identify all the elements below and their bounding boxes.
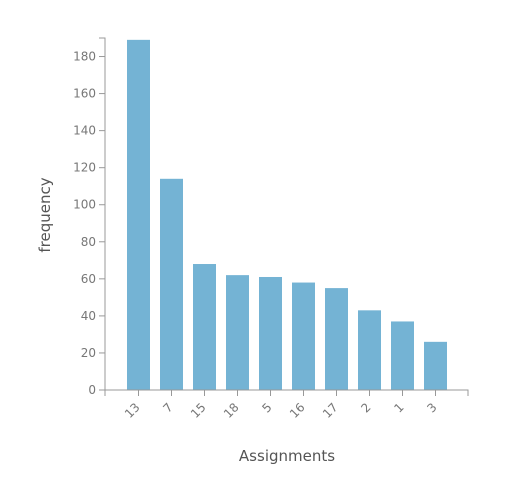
bar-2	[358, 310, 381, 390]
bar-3	[424, 341, 447, 390]
x-tick-label-3: 3	[424, 400, 439, 415]
y-tick-label-100: 100	[73, 198, 96, 212]
y-tick-label-120: 120	[73, 161, 96, 175]
y-axis-title: frequency	[36, 177, 54, 252]
y-tick-label-180: 180	[73, 50, 96, 64]
x-tick-label-17: 17	[320, 400, 341, 421]
bar-1	[391, 321, 414, 390]
bar-7	[160, 178, 183, 390]
y-axis: 0 20 40 60 80 100 120 140 160 180	[73, 37, 106, 397]
y-tick-label-60: 60	[81, 272, 96, 286]
x-axis-title: Assignments	[239, 447, 335, 465]
bar-13	[127, 39, 150, 390]
y-axis-line	[99, 37, 106, 391]
x-tick-label-18: 18	[221, 400, 242, 421]
x-axis: 13 7 15 18 5 16 17 2 1 3	[104, 389, 469, 421]
bar-17	[325, 288, 348, 390]
bar-5	[259, 276, 282, 390]
bar-16	[292, 282, 315, 390]
y-tick-label-0: 0	[88, 383, 96, 397]
x-tick-label-16: 16	[287, 400, 308, 421]
y-tick-label-20: 20	[81, 346, 96, 360]
y-tick-label-80: 80	[81, 235, 96, 249]
y-tick-label-160: 160	[73, 87, 96, 101]
x-tick-label-15: 15	[188, 400, 209, 421]
x-axis-line	[104, 389, 469, 396]
bars-group	[127, 39, 447, 390]
bar-15	[193, 264, 216, 390]
y-tick-label-40: 40	[81, 309, 96, 323]
x-tick-label-1: 1	[391, 400, 406, 415]
bar-18	[226, 275, 249, 390]
x-tick-label-5: 5	[259, 400, 274, 415]
x-tick-label-2: 2	[358, 400, 373, 415]
x-tick-label-13: 13	[122, 400, 143, 421]
x-tick-label-7: 7	[160, 400, 175, 415]
y-tick-label-140: 140	[73, 124, 96, 138]
